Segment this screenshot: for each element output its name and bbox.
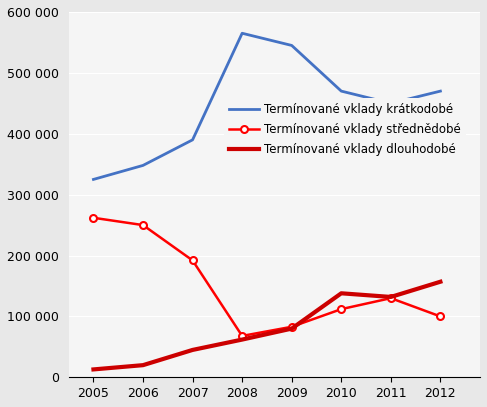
Termínované vklady dlouhodobé bbox=[338, 291, 344, 296]
Termínované vklady krátkodobé bbox=[189, 138, 195, 142]
Termínované vklady střednědobé bbox=[289, 324, 295, 329]
Termínované vklady střednědobé bbox=[388, 296, 394, 301]
Termínované vklady střednědobé bbox=[189, 258, 195, 263]
Termínované vklady krátkodobé bbox=[91, 177, 96, 182]
Termínované vklady dlouhodobé bbox=[289, 326, 295, 331]
Termínované vklady dlouhodobé bbox=[239, 337, 245, 342]
Termínované vklady střednědobé bbox=[91, 215, 96, 220]
Termínované vklady střednědobé bbox=[437, 314, 443, 319]
Termínované vklady dlouhodobé bbox=[189, 348, 195, 352]
Termínované vklady krátkodobé bbox=[289, 43, 295, 48]
Termínované vklady krátkodobé bbox=[338, 89, 344, 94]
Termínované vklady krátkodobé bbox=[140, 163, 146, 168]
Line: Termínované vklady krátkodobé: Termínované vklady krátkodobé bbox=[94, 33, 440, 179]
Line: Termínované vklady dlouhodobé: Termínované vklady dlouhodobé bbox=[94, 282, 440, 370]
Termínované vklady střednědobé bbox=[338, 307, 344, 312]
Termínované vklady krátkodobé bbox=[388, 101, 394, 106]
Termínované vklady krátkodobé bbox=[437, 89, 443, 94]
Termínované vklady střednědobé bbox=[239, 333, 245, 338]
Line: Termínované vklady střednědobé: Termínované vklady střednědobé bbox=[90, 214, 444, 339]
Termínované vklady střednědobé bbox=[140, 223, 146, 228]
Termínované vklady dlouhodobé bbox=[91, 367, 96, 372]
Termínované vklady dlouhodobé bbox=[437, 279, 443, 284]
Legend: Termínované vklady krátkodobé, Termínované vklady střednědobé, Termínované vklad: Termínované vklady krátkodobé, Termínova… bbox=[225, 98, 466, 161]
Termínované vklady dlouhodobé bbox=[140, 363, 146, 368]
Termínované vklady krátkodobé bbox=[239, 31, 245, 36]
Termínované vklady dlouhodobé bbox=[388, 295, 394, 300]
